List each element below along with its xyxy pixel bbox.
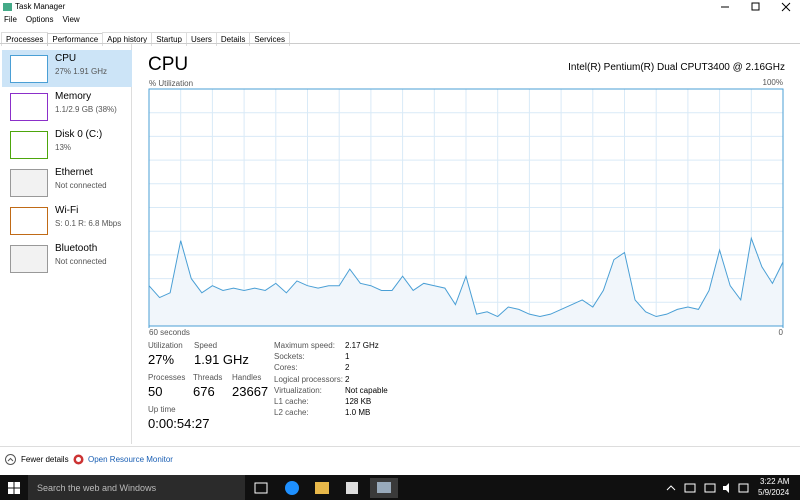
spec-label: Virtualization: <box>274 385 322 395</box>
thumbnail <box>10 245 48 273</box>
tray-icons[interactable] <box>665 482 750 494</box>
spec-label: L2 cache: <box>274 408 309 418</box>
tab[interactable]: Performance <box>47 33 104 46</box>
title-bar: Task Manager <box>0 0 800 14</box>
thumbnail <box>10 93 48 121</box>
stat-label: Processes <box>148 373 186 382</box>
thumbnail <box>10 207 48 235</box>
resource-monitor-link[interactable]: Open Resource Monitor <box>88 455 173 464</box>
sidebar-item[interactable]: Disk 0 (C:) 13% <box>2 126 132 163</box>
menu-item[interactable]: View <box>62 15 80 24</box>
spec-value: 2 <box>345 363 350 373</box>
sidebar-item[interactable]: Memory 1.1/2.9 GB (38%) <box>2 88 132 125</box>
spec-value: 1 <box>345 352 350 362</box>
stat-value: 50 <box>148 384 163 399</box>
sidebar-name: Disk 0 (C:) <box>55 129 103 140</box>
stat-label: Speed <box>194 341 218 350</box>
sidebar: CPU 27% 1.91 GHz Memory 1.1/2.9 GB (38%) Dis… <box>2 50 132 450</box>
menu-item[interactable]: File <box>4 15 17 24</box>
stat-value: 0:00:54:27 <box>148 416 210 431</box>
specs: Maximum speed: 2.17 GHz Sockets: 1 Cores: 2 Lo… <box>274 341 434 431</box>
stat-value: 27% <box>148 352 175 367</box>
sidebar-item[interactable]: Bluetooth Not connected <box>2 240 132 277</box>
sidebar-item[interactable]: CPU 27% 1.91 GHz <box>2 50 132 87</box>
spec-label: L1 cache: <box>274 397 309 406</box>
sidebar-name: Wi-Fi <box>55 205 79 216</box>
spec-value: 2 <box>345 374 350 384</box>
y-tick-label: 100% <box>763 78 783 87</box>
sidebar-item[interactable]: Wi-Fi S: 0.1 R: 6.8 Mbps <box>2 202 132 239</box>
spec-label: Sockets: <box>274 352 305 362</box>
sidebar-item[interactable]: Ethernet Not connected <box>2 164 132 201</box>
utilization-area <box>149 238 783 326</box>
sidebar-name: Bluetooth <box>55 243 98 254</box>
utilization-line <box>148 236 784 318</box>
taskbar: Search the web and Windows 3:22 AM 5/9/2… <box>0 475 800 500</box>
sidebar-name: CPU <box>55 53 77 64</box>
sidebar-divider <box>131 44 132 444</box>
sidebar-detail: 13% <box>55 143 72 152</box>
taskbar-icons[interactable] <box>250 478 400 498</box>
sidebar-name: Ethernet <box>55 167 93 178</box>
cpu-heading: CPU <box>148 54 189 75</box>
search-placeholder[interactable]: Search the web and Windows <box>37 483 157 493</box>
spec-label: Cores: <box>274 363 298 373</box>
spec-value: 1.0 MB <box>345 408 371 418</box>
app-icon <box>3 3 12 11</box>
stat-value: 1.91 GHz <box>194 352 249 367</box>
search-box[interactable] <box>28 475 245 500</box>
clock-time: 3:22 AM <box>760 477 790 486</box>
sidebar-detail: Not connected <box>55 181 107 190</box>
window-title: Task Manager <box>15 2 66 11</box>
y-axis-label: % Utilization <box>149 79 194 88</box>
cpu-model: Intel(R) Pentium(R) Dual CPUT3400 @ 2.16… <box>568 62 785 73</box>
stat-label: Threads <box>193 373 223 382</box>
stat-label: Handles <box>232 373 262 382</box>
spec-label: Maximum speed: <box>274 341 335 350</box>
sidebar-name: Memory <box>55 91 92 102</box>
tab[interactable]: Services <box>249 32 291 46</box>
fewer-details[interactable]: Fewer details <box>21 455 69 464</box>
sidebar-detail: Not connected <box>55 257 107 266</box>
clock-date: 5/9/2024 <box>758 488 790 497</box>
stat-value: 676 <box>193 384 215 399</box>
menu-item[interactable]: Options <box>25 15 54 24</box>
fewer-details-icon[interactable] <box>5 454 16 465</box>
stat-label: Up time <box>148 405 176 414</box>
tab-divider <box>0 43 800 44</box>
sidebar-detail: 1.1/2.9 GB (38%) <box>55 105 117 114</box>
start-button[interactable] <box>8 482 20 494</box>
x-tick-label: 0 <box>779 328 784 337</box>
thumbnail <box>10 131 48 159</box>
spec-label: Logical processors: <box>274 374 343 384</box>
tab-bar: Processes Performance App history Startup Us… <box>1 29 291 47</box>
footer-divider <box>0 446 800 447</box>
cpu-graph: 100% 60 seconds 0 <box>148 78 784 337</box>
window-controls[interactable] <box>715 2 800 12</box>
spec-value: 2.17 GHz <box>345 341 379 350</box>
resource-monitor-icon <box>73 454 84 465</box>
spec-value: Not capable <box>345 385 388 395</box>
graph-border <box>148 88 784 327</box>
sidebar-detail: 27% 1.91 GHz <box>55 67 108 76</box>
menu-bar: File Options View <box>4 15 89 24</box>
stat-label: Utilization <box>148 341 183 350</box>
stats: Utilization 27% Speed 1.91 GHz Processes 50 Th… <box>148 341 273 441</box>
stat-value: 23667 <box>232 384 269 399</box>
thumbnail <box>10 169 48 197</box>
spec-value: 128 KB <box>345 397 372 406</box>
thumbnail <box>10 55 48 83</box>
sidebar-detail: S: 0.1 R: 6.8 Mbps <box>55 219 122 228</box>
x-tick-label: 60 seconds <box>149 328 190 337</box>
